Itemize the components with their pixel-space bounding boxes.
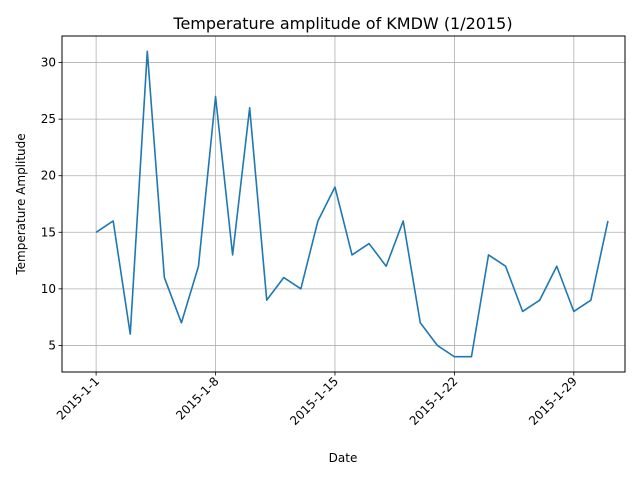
y-tick-label: 5	[48, 338, 56, 352]
chart-title: Temperature amplitude of KMDW (1/2015)	[172, 14, 512, 33]
y-tick-label: 15	[41, 225, 56, 239]
y-tick-label: 30	[41, 56, 56, 70]
series-layer	[95, 50, 609, 358]
y-tick-label: 25	[41, 112, 56, 126]
y-axis-label: Temperature Amplitude	[14, 133, 28, 275]
x-axis-label: Date	[329, 451, 358, 465]
y-tick-label: 10	[41, 282, 56, 296]
plot-frame	[61, 35, 626, 373]
grid-lines	[62, 36, 625, 372]
y-tick-label: 20	[41, 169, 56, 183]
